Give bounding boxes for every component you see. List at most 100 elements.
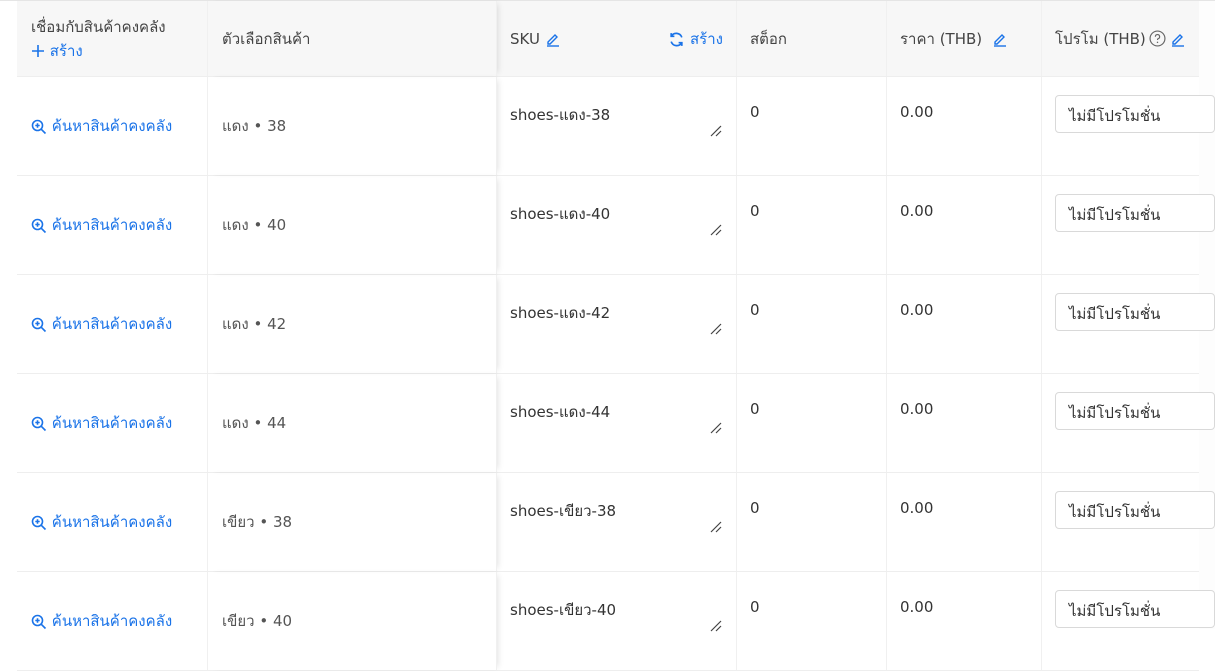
table-row: ค้นหาสินค้าคงคลัง แดง • 42 shoes-แดง-42 … (17, 275, 1215, 374)
sku-cell: shoes-แดง-38 (497, 77, 737, 175)
sku-cell: shoes-เขียว-38 (497, 473, 737, 571)
promo-cell: ไม่มีโปรโมชั่น (1042, 77, 1215, 175)
promo-select[interactable]: ไม่มีโปรโมชั่น (1055, 392, 1215, 430)
promo-cell: ไม่มีโปรโมชั่น (1042, 473, 1215, 571)
option-value: แดง • 42 (222, 315, 287, 333)
option-cell: แดง • 40 (208, 176, 497, 274)
search-inventory-link[interactable]: ค้นหาสินค้าคงคลัง (31, 609, 172, 633)
edit-promo-icon[interactable] (1170, 31, 1186, 47)
help-icon[interactable] (1149, 30, 1166, 47)
link-cell: ค้นหาสินค้าคงคลัง (17, 473, 208, 571)
zoom-in-icon (31, 416, 47, 431)
option-cell: แดง • 38 (208, 77, 497, 175)
sku-input[interactable]: shoes-แดง-40 (510, 202, 700, 242)
search-inventory-link[interactable]: ค้นหาสินค้าคงคลัง (31, 510, 172, 534)
resize-handle-icon[interactable] (710, 323, 722, 335)
table-row: ค้นหาสินค้าคงคลัง เขียว • 38 shoes-เขียว… (17, 473, 1215, 572)
price-value[interactable]: 0.00 (900, 400, 934, 418)
header-link-inventory: เชื่อมกับสินค้าคงคลัง สร้าง (17, 1, 208, 76)
sku-input[interactable]: shoes-แดง-44 (510, 400, 700, 440)
promo-select[interactable]: ไม่มีโปรโมชั่น (1055, 293, 1215, 331)
table-row: ค้นหาสินค้าคงคลัง แดง • 38 shoes-แดง-38 … (17, 77, 1215, 176)
resize-handle-icon[interactable] (710, 521, 722, 533)
header-promo: โปรโม (THB) (1042, 1, 1199, 76)
link-cell: ค้นหาสินค้าคงคลัง (17, 176, 208, 274)
sku-input[interactable]: shoes-แดง-42 (510, 301, 700, 341)
search-inventory-label: ค้นหาสินค้าคงคลัง (51, 513, 173, 531)
variant-table: เชื่อมกับสินค้าคงคลัง สร้าง ตัวเลือกสินค… (17, 1, 1215, 671)
sku-input[interactable]: shoes-เขียว-40 (510, 598, 700, 638)
search-inventory-label: ค้นหาสินค้าคงคลัง (51, 612, 173, 630)
option-value: แดง • 40 (222, 216, 287, 234)
search-inventory-label: ค้นหาสินค้าคงคลัง (51, 117, 173, 135)
search-inventory-link[interactable]: ค้นหาสินค้าคงคลัง (31, 213, 172, 237)
price-value[interactable]: 0.00 (900, 103, 934, 121)
stock-value[interactable]: 0 (750, 400, 760, 418)
option-cell: แดง • 44 (208, 374, 497, 472)
stock-value[interactable]: 0 (750, 598, 760, 616)
search-inventory-link[interactable]: ค้นหาสินค้าคงคลัง (31, 312, 172, 336)
resize-handle-icon[interactable] (710, 224, 722, 236)
stock-value[interactable]: 0 (750, 103, 760, 121)
promo-select[interactable]: ไม่มีโปรโมชั่น (1055, 194, 1215, 232)
search-inventory-label: ค้นหาสินค้าคงคลัง (51, 414, 173, 432)
stock-cell: 0 (737, 572, 887, 670)
edit-price-icon[interactable] (992, 31, 1008, 47)
promo-select[interactable]: ไม่มีโปรโมชั่น (1055, 590, 1215, 628)
price-cell: 0.00 (887, 374, 1042, 472)
refresh-icon (670, 32, 683, 46)
price-value[interactable]: 0.00 (900, 202, 934, 220)
price-value[interactable]: 0.00 (900, 598, 934, 616)
sku-cell: shoes-แดง-40 (497, 176, 737, 274)
promo-cell: ไม่มีโปรโมชั่น (1042, 176, 1215, 274)
header-stock: สต็อก (737, 1, 887, 76)
resize-handle-icon[interactable] (710, 620, 722, 632)
price-value[interactable]: 0.00 (900, 301, 934, 319)
promo-cell: ไม่มีโปรโมชั่น (1042, 374, 1215, 472)
header-sku: SKU สร้าง (497, 1, 737, 76)
stock-cell: 0 (737, 374, 887, 472)
price-cell: 0.00 (887, 176, 1042, 274)
option-value: แดง • 44 (222, 414, 287, 432)
top-divider (0, 0, 1215, 1)
stock-value[interactable]: 0 (750, 499, 760, 517)
link-cell: ค้นหาสินค้าคงคลัง (17, 572, 208, 670)
stock-cell: 0 (737, 473, 887, 571)
create-label: สร้าง (49, 41, 83, 60)
zoom-in-icon (31, 614, 47, 629)
generate-sku-button[interactable]: สร้าง (668, 27, 723, 51)
table-row: ค้นหาสินค้าคงคลัง เขียว • 40 shoes-เขียว… (17, 572, 1215, 671)
promo-select[interactable]: ไม่มีโปรโมชั่น (1055, 95, 1215, 133)
promo-select[interactable]: ไม่มีโปรโมชั่น (1055, 491, 1215, 529)
header-option: ตัวเลือกสินค้า (208, 1, 497, 76)
header-option-label: ตัวเลือกสินค้า (222, 29, 311, 48)
resize-handle-icon[interactable] (710, 422, 722, 434)
header-price: ราคา (THB) (887, 1, 1042, 76)
stock-value[interactable]: 0 (750, 301, 760, 319)
search-inventory-link[interactable]: ค้นหาสินค้าคงคลัง (31, 114, 172, 138)
sku-input[interactable]: shoes-เขียว-38 (510, 499, 700, 539)
header-sku-label: SKU (510, 29, 540, 48)
sku-cell: shoes-แดง-44 (497, 374, 737, 472)
promo-cell: ไม่มีโปรโมชั่น (1042, 572, 1215, 670)
header-link-label: เชื่อมกับสินค้าคงคลัง (31, 17, 166, 36)
link-cell: ค้นหาสินค้าคงคลัง (17, 374, 208, 472)
sku-input[interactable]: shoes-แดง-38 (510, 103, 700, 143)
sku-cell: shoes-แดง-42 (497, 275, 737, 373)
create-inventory-button[interactable]: สร้าง (31, 39, 83, 63)
search-inventory-link[interactable]: ค้นหาสินค้าคงคลัง (31, 411, 172, 435)
option-cell: แดง • 42 (208, 275, 497, 373)
link-cell: ค้นหาสินค้าคงคลัง (17, 275, 208, 373)
header-stock-label: สต็อก (750, 29, 787, 48)
header-price-label: ราคา (THB) (900, 29, 983, 48)
sku-cell: shoes-เขียว-40 (497, 572, 737, 670)
price-cell: 0.00 (887, 473, 1042, 571)
edit-sku-icon[interactable] (545, 31, 561, 47)
resize-handle-icon[interactable] (710, 125, 722, 137)
stock-value[interactable]: 0 (750, 202, 760, 220)
header-promo-label: โปรโม (THB) (1055, 29, 1146, 48)
zoom-in-icon (31, 119, 47, 134)
option-value: เขียว • 38 (222, 513, 293, 531)
price-value[interactable]: 0.00 (900, 499, 934, 517)
stock-cell: 0 (737, 77, 887, 175)
